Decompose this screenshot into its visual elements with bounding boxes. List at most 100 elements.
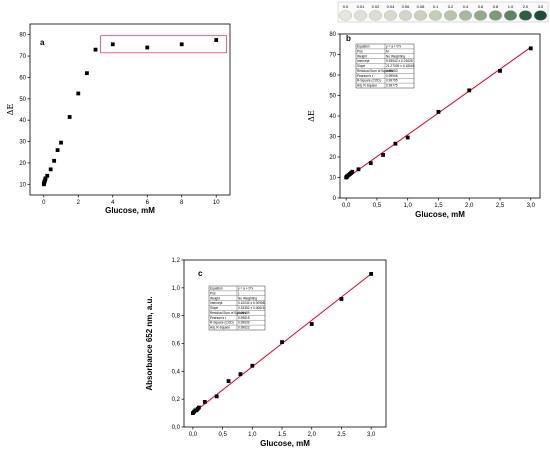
x-tick-label: 8 [180,200,184,206]
fit-table-key: Plot [210,291,216,295]
data-point [76,91,81,96]
color-swatch [399,10,412,21]
data-point [67,115,72,119]
swatch-concentration-label: 0.1 [433,4,439,9]
data-point [393,141,398,146]
data-point [52,158,57,163]
swatch-concentration-label: 0.2 [448,4,454,9]
swatch-concentration-label: 0.08 [417,4,426,9]
x-tick-label: 2,5 [496,203,505,209]
swatch-concentration-label: 0.02 [372,4,381,9]
data-point [339,297,344,301]
fit-table-value: No Weighting [386,54,405,58]
x-tick-label: 0,0 [189,432,198,438]
data-point [280,340,284,345]
fit-statistics-table: Equation y = a + b*x Plot L Weight No Weighti… [208,285,266,331]
data-point [436,110,441,114]
swatch-strip-border [337,1,549,23]
fit-table-value: 0.99639 [238,321,250,325]
swatch-concentration-label: 0.0 [343,4,349,9]
data-point [145,45,150,50]
panel-label: b [346,34,351,43]
x-tick-label: 4 [111,200,115,206]
plot-frame [29,23,231,196]
fit-table-key: Equation [210,287,223,291]
panel-label: a [40,38,45,47]
data-point [59,140,63,145]
data-point [55,148,60,153]
y-axis-label: Absorbance 652 nm, a.u. [145,296,154,390]
fit-table-key: Slope [357,64,365,68]
color-swatch [429,10,442,21]
y-axis-label: ΔE [307,110,316,122]
data-point [369,272,374,276]
x-tick-label: 2,0 [308,432,317,438]
data-point [368,161,373,166]
panel-b: 0,0 0,5 1,0 1,5 2,0 2,5 3,0 0 10 20 30 40 50 60 70 80 Gl… [307,1,549,219]
x-tick-label: 2 [77,200,81,206]
swatch-concentration-label: 1.0 [508,4,514,9]
data-point [43,176,48,181]
swatch-concentration-label: 3.0 [538,4,544,9]
color-swatch [384,10,397,21]
fit-table-value: M [386,49,389,53]
y-tick-label: 80 [19,33,26,39]
fit-table-key: Weight [357,54,367,58]
y-tick-label: 20 [19,161,26,167]
data-point [250,363,255,368]
fit-table-key: Residual Sum of Squares [210,311,247,315]
color-swatch-strip: 0.0 0.01 0.02 0.04 0.06 0.08 0.1 0.2 0.4 0.6 0.8 1.… [337,1,549,23]
y-tick-label: 80 [329,32,336,38]
data-point [350,169,355,174]
fit-table-key: R-Square (COD) [210,321,234,325]
x-tick-label: 0,0 [342,203,351,209]
fit-table-value: 21.27039 ± 0.18045 [386,64,415,68]
color-swatch [459,10,472,21]
fit-table-value: L [238,291,240,295]
fit-table-value: y = a + b*x [386,45,402,49]
y-tick-label: 50 [19,97,26,103]
data-point [110,42,115,47]
swatch-concentration-label: 0.6 [478,4,484,9]
color-swatch [474,10,487,21]
x-tick-label: 0 [42,200,46,206]
x-axis-label: Glucose, mM [105,206,155,215]
fit-table-value: y = a + b*x [238,287,254,291]
y-tick-label: 10 [19,182,26,188]
panel-label: c [198,269,203,278]
y-tick-label: 70 [19,54,26,60]
swatch-concentration-label: 0.06 [402,4,411,9]
y-tick-label: 0,2 [172,397,181,403]
plateau-highlight-box [100,35,227,54]
data-point [467,88,472,93]
fit-table-value: 0.33352 ± 0.00615 [238,306,265,310]
fit-table-value: 0.99622 [238,326,250,330]
fit-table-key: Pearson's r [210,316,227,320]
y-tick-label: 0,8 [172,314,181,320]
y-tick-label: 40 [19,118,26,124]
fit-table-value: 0.99908 [386,74,398,78]
y-tick-label: 1,0 [172,286,181,292]
plot-frame [183,259,387,428]
x-tick-label: 1,5 [434,203,443,209]
y-tick-label: 0 [333,196,337,202]
x-tick-label: 1,0 [404,203,413,209]
data-point [214,38,219,42]
color-swatch [414,10,427,21]
x-tick-label: 6 [146,200,150,206]
fit-table-value: No Weighting [238,296,257,300]
color-swatch [534,10,547,21]
x-tick-label: 0,5 [218,432,227,438]
y-tick-label: 60 [19,75,26,81]
y-tick-label: 60 [329,73,336,79]
data-point [179,42,184,47]
color-swatch [369,10,382,21]
data-point [226,379,231,383]
y-tick-label: 0,6 [172,342,181,348]
x-tick-label: 2,0 [465,203,474,209]
y-tick-label: 40 [329,114,336,120]
color-swatch [489,10,502,21]
color-swatch [504,10,517,21]
data-point [381,153,385,157]
